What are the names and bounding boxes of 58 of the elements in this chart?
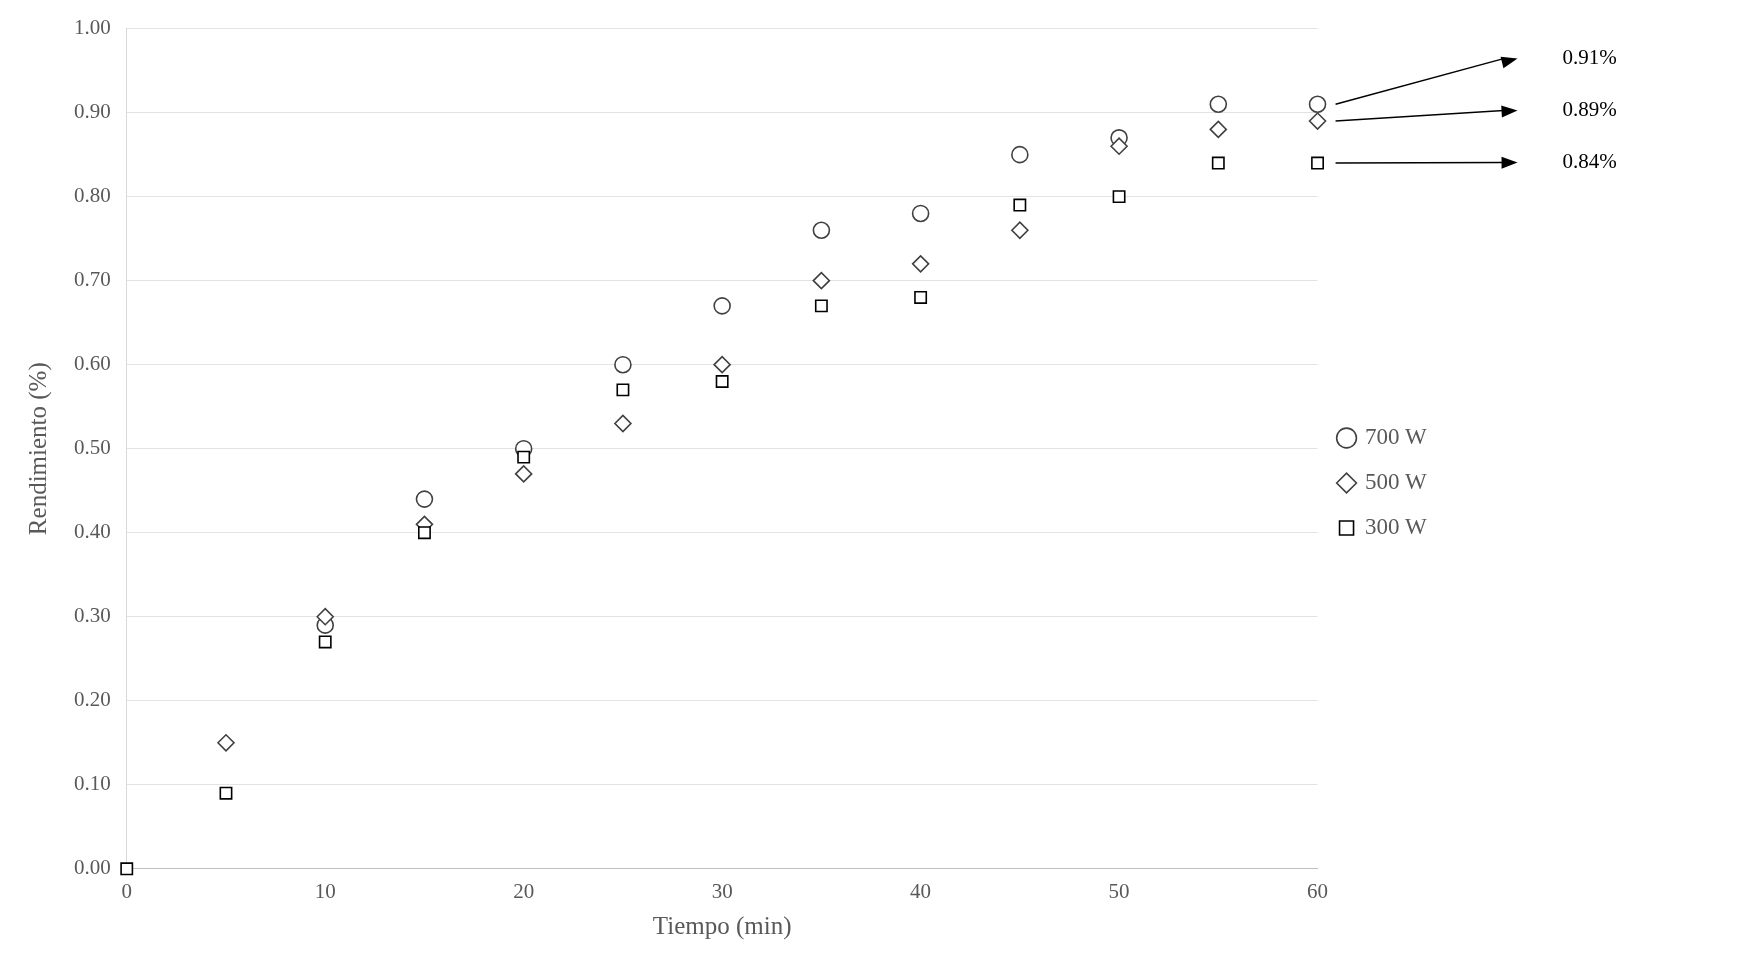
point xyxy=(1311,156,1324,170)
x-tick-label: 20 xyxy=(513,878,535,903)
y-tick-label: 0.70 xyxy=(74,267,111,292)
text: 0.89% xyxy=(1562,97,1617,122)
text: 0.84% xyxy=(1562,149,1617,174)
legend-label: 700 W xyxy=(1365,424,1427,450)
point xyxy=(514,465,533,483)
y-tick-label: 0.50 xyxy=(74,435,111,460)
point xyxy=(1011,221,1029,240)
point xyxy=(911,204,930,223)
point xyxy=(1209,120,1228,139)
legend-label: 300 W xyxy=(1365,514,1427,540)
y-tick-label: 1.00 xyxy=(74,15,111,40)
x-tick-label: 40 xyxy=(910,878,932,903)
point xyxy=(1308,95,1327,114)
point xyxy=(517,450,531,464)
point xyxy=(713,297,731,315)
x-axis-title: Tiempo (min) xyxy=(652,911,792,940)
point xyxy=(713,355,731,374)
y-tick-label: 0.40 xyxy=(74,519,111,544)
point xyxy=(614,355,632,374)
y-tick-label: 0.60 xyxy=(74,351,111,376)
y-tick-label: 0.30 xyxy=(74,603,111,628)
point xyxy=(1308,112,1327,130)
point xyxy=(715,375,729,388)
text: 0.91% xyxy=(1562,45,1617,70)
point xyxy=(812,221,831,240)
point xyxy=(911,255,930,273)
point xyxy=(219,786,233,800)
point xyxy=(616,383,630,397)
point xyxy=(814,299,828,313)
point xyxy=(1011,145,1029,164)
y-axis-title: Rendimiento (%) xyxy=(23,362,52,536)
point xyxy=(1209,95,1228,114)
x-tick-label: 30 xyxy=(711,878,733,903)
y-tick-label: 0.00 xyxy=(74,855,111,880)
x-tick-label: 50 xyxy=(1108,878,1130,903)
point xyxy=(316,607,335,626)
point xyxy=(1211,156,1225,170)
point xyxy=(614,414,632,433)
y-tick-label: 0.90 xyxy=(74,99,111,124)
point xyxy=(415,490,434,508)
point xyxy=(318,635,332,649)
point xyxy=(217,733,235,752)
point xyxy=(914,291,928,304)
point xyxy=(1112,190,1126,204)
x-tick-label: 60 xyxy=(1307,878,1329,903)
point xyxy=(1013,198,1027,212)
point xyxy=(812,271,831,290)
x-tick-label: 0 xyxy=(121,878,132,903)
y-tick-label: 0.80 xyxy=(74,183,111,208)
point xyxy=(417,526,431,540)
y-tick-label: 0.20 xyxy=(74,687,111,712)
point xyxy=(1110,137,1128,156)
point xyxy=(120,862,134,876)
x-tick-label: 10 xyxy=(314,878,336,903)
legend-label: 500 W xyxy=(1365,469,1427,495)
y-tick-label: 0.10 xyxy=(74,771,111,796)
